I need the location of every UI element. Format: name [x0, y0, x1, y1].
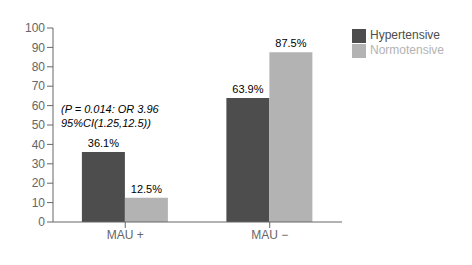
html-text:95%CI(1.25,12.5)): 95%CI(1.25,12.5)) — [61, 116, 151, 129]
svg-text:30: 30 — [32, 157, 46, 171]
svg-text:20: 20 — [32, 176, 46, 190]
svg-text:10: 10 — [32, 196, 46, 210]
html-text:Hypertensive: Hypertensive — [370, 28, 440, 42]
svg-text:87.5%: 87.5% — [275, 37, 306, 49]
svg-text:36.1%: 36.1% — [88, 137, 119, 149]
svg-text:100: 100 — [25, 21, 45, 35]
html-text:Normotensive: Normotensive — [370, 42, 444, 57]
svg-text:80: 80 — [32, 60, 46, 74]
svg-text:50: 50 — [32, 118, 46, 132]
svg-text:63.9%: 63.9% — [232, 83, 263, 95]
svg-text:60: 60 — [32, 99, 46, 113]
svg-text:40: 40 — [32, 138, 46, 152]
svg-text:12.5%: 12.5% — [131, 183, 162, 195]
svg-text:90: 90 — [32, 41, 46, 55]
html-text:(P = 0.014: OR 3.96: (P = 0.014: OR 3.96 — [61, 102, 159, 115]
svg-text:70: 70 — [32, 79, 46, 93]
svg-text:MAU +: MAU + — [107, 228, 144, 242]
svg-text:0: 0 — [38, 215, 45, 229]
svg-text:MAU −: MAU − — [251, 228, 288, 242]
